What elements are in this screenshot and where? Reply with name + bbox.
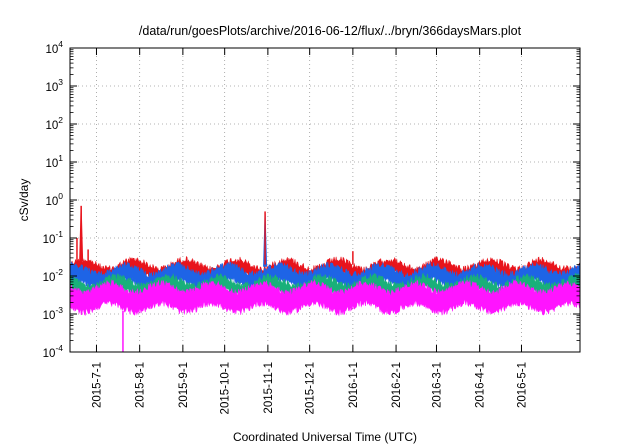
x-tick-label: 2016-1-1 xyxy=(348,362,360,408)
y-tick-label: 101 xyxy=(45,153,63,170)
x-tick-label: 2016-2-1 xyxy=(391,362,403,408)
x-tick-label: 2015-12-1 xyxy=(305,362,317,414)
x-tick-label: 2015-8-1 xyxy=(135,362,147,408)
y-tick-label: 102 xyxy=(45,115,63,132)
axes: 10-4 10-3 10-2 10-1 100 101 102 103 104 2015-7-1 2… xyxy=(43,39,580,414)
x-tick-label: 2016-5-1 xyxy=(516,362,528,408)
chart-title: /data/run/goesPlots/archive/2016-06-12/f… xyxy=(139,24,522,38)
y-tick-label: 10-3 xyxy=(43,305,64,322)
y-axis-label: cSv/day xyxy=(17,179,31,222)
x-axis-label: Coordinated Universal Time (UTC) xyxy=(233,430,417,444)
y-tick-label: 103 xyxy=(45,77,63,94)
x-tick-label: 2016-4-1 xyxy=(475,362,487,408)
x-tick-label: 2015-11-1 xyxy=(263,362,275,414)
x-tick-label: 2015-10-1 xyxy=(220,362,232,414)
x-tick-label: 2016-3-1 xyxy=(431,362,443,408)
y-tick-label: 104 xyxy=(45,39,63,56)
x-tick-label: 2015-9-1 xyxy=(178,362,190,408)
y-tick-label: 100 xyxy=(45,191,63,208)
x-tick-label: 2015-7-1 xyxy=(91,362,103,408)
y-tick-label: 10-1 xyxy=(43,229,64,246)
y-tick-label: 10-4 xyxy=(43,343,64,360)
y-tick-label: 10-2 xyxy=(43,267,64,284)
plot-area xyxy=(69,205,581,352)
